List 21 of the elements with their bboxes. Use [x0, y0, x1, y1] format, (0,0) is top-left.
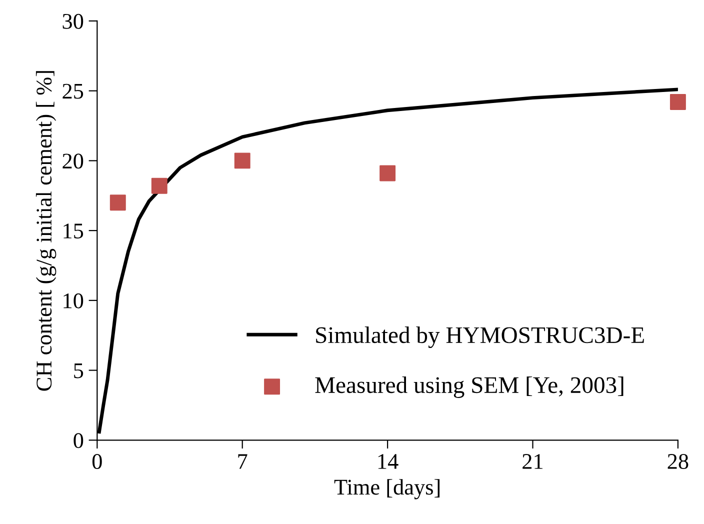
- x-axis-title: Time [days]: [334, 479, 440, 500]
- legend-label: Simulated by HYMOSTRUC3D-E: [316, 326, 644, 348]
- point: [670, 94, 686, 110]
- point: [234, 152, 250, 169]
- y-tick-label: 5: [74, 363, 84, 378]
- point: [380, 165, 396, 182]
- x-tick-label: 7: [238, 454, 248, 469]
- point: [110, 194, 126, 211]
- y-tick-label: 20: [62, 154, 84, 169]
- x-tick-label: 0: [92, 454, 102, 469]
- legend-label: Measured using SEM [Ye, 2003]: [315, 376, 624, 398]
- x-tick-label: 14: [378, 454, 398, 469]
- x-tick-label: 28: [668, 454, 688, 469]
- y-axis-title: CH content (g/g initial cement) [ %]: [36, 71, 56, 391]
- point: [151, 178, 168, 194]
- y-tick-label: 15: [64, 224, 84, 238]
- x-tick-label: 21: [522, 454, 543, 469]
- y-tick-label: 10: [64, 293, 84, 308]
- y-tick-label: 30: [62, 14, 84, 29]
- y-tick-label: 25: [62, 84, 84, 99]
- y-tick-label: 0: [74, 433, 84, 448]
